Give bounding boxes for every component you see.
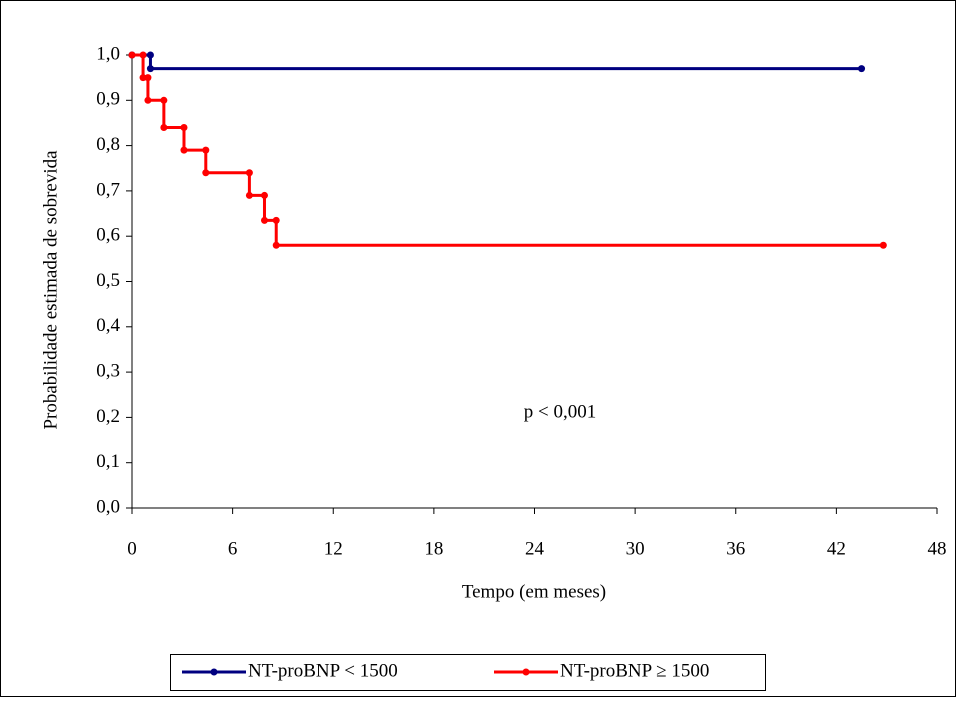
x-tick-label: 48 bbox=[928, 538, 947, 559]
x-tick-label: 42 bbox=[827, 538, 846, 559]
legend-label: NT-proBNP ≥ 1500 bbox=[560, 660, 709, 681]
point bbox=[272, 216, 280, 224]
annotation: p < 0,001 bbox=[524, 401, 596, 422]
point bbox=[245, 169, 253, 177]
y-tick-label: 0,6 bbox=[96, 225, 120, 246]
point bbox=[139, 74, 147, 82]
point bbox=[139, 51, 147, 59]
legend-box bbox=[170, 654, 766, 691]
y-tick-label: 1,0 bbox=[96, 43, 120, 64]
point bbox=[879, 241, 887, 249]
y-tick-label: 0,9 bbox=[96, 89, 120, 110]
y-tick-label: 0,4 bbox=[96, 315, 120, 336]
point bbox=[160, 96, 168, 104]
point bbox=[128, 51, 136, 59]
point bbox=[245, 191, 253, 199]
point bbox=[260, 216, 268, 224]
y-axis-label: Probabilidade estimada de sobrevida bbox=[40, 150, 61, 430]
point bbox=[180, 123, 188, 131]
point bbox=[202, 146, 210, 154]
x-tick-label: 36 bbox=[726, 538, 745, 559]
point bbox=[144, 74, 152, 82]
x-tick-label: 30 bbox=[626, 538, 645, 559]
point bbox=[272, 241, 280, 249]
x-tick-label: 24 bbox=[525, 538, 545, 559]
point bbox=[144, 96, 152, 104]
point bbox=[202, 169, 210, 177]
point bbox=[260, 191, 268, 199]
x-tick-label: 18 bbox=[424, 538, 443, 559]
point bbox=[146, 65, 154, 73]
y-tick-label: 0,2 bbox=[96, 406, 120, 427]
y-tick-label: 0,8 bbox=[96, 134, 120, 155]
point bbox=[180, 146, 188, 154]
legend-marker bbox=[210, 668, 218, 676]
y-tick-label: 0,7 bbox=[96, 179, 120, 200]
x-tick-label: 6 bbox=[228, 538, 238, 559]
y-tick-label: 0,0 bbox=[96, 496, 120, 517]
y-tick-label: 0,5 bbox=[96, 270, 120, 291]
x-tick-label: 12 bbox=[324, 538, 343, 559]
y-tick-label: 0,3 bbox=[96, 360, 120, 381]
legend-label: NT-proBNP < 1500 bbox=[248, 660, 398, 681]
x-axis-label: Tempo (em meses) bbox=[462, 581, 606, 602]
point bbox=[160, 123, 168, 131]
point bbox=[146, 51, 154, 59]
x-tick-label: 0 bbox=[127, 538, 137, 559]
legend-marker bbox=[522, 668, 530, 676]
y-tick-label: 0,1 bbox=[96, 451, 120, 472]
point bbox=[858, 65, 866, 73]
